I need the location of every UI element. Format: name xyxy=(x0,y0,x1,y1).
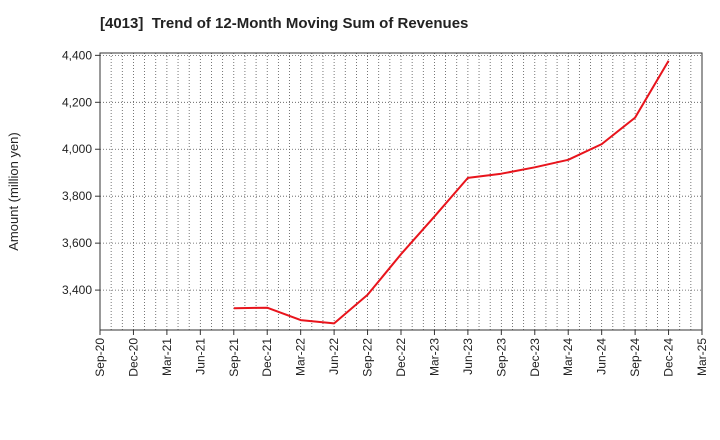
x-tick-label: Sep-24 xyxy=(628,338,642,377)
x-tick-label: Mar-23 xyxy=(427,338,441,376)
x-tick-label: Sep-21 xyxy=(227,338,241,377)
x-tick-label: Dec-24 xyxy=(662,338,676,377)
x-tick-label: Mar-22 xyxy=(294,338,308,376)
x-tick-label: Mar-24 xyxy=(561,338,575,376)
y-tick-label: 3,800 xyxy=(62,189,92,203)
x-tick-label: Dec-20 xyxy=(126,338,140,377)
x-tick-label: Sep-22 xyxy=(361,338,375,377)
series-layer xyxy=(233,60,670,325)
x-tick-label: Jun-24 xyxy=(595,338,609,375)
x-tick-label: Mar-21 xyxy=(160,338,174,376)
y-axis-ticks: 3,400 3,600 3,800 4,000 4,200 4,400 xyxy=(62,48,100,297)
gridlines xyxy=(100,53,702,330)
x-tick-label: Dec-23 xyxy=(528,338,542,377)
y-tick-label: 4,000 xyxy=(62,142,92,156)
x-tick-label: Jun-23 xyxy=(461,338,475,375)
x-tick-label: Sep-23 xyxy=(494,338,508,377)
chart-title: [4013] Trend of 12-Month Moving Sum of R… xyxy=(100,15,469,32)
x-tick-label: Dec-21 xyxy=(260,338,274,377)
x-tick-label: Sep-20 xyxy=(93,338,107,377)
y-axis-label: Amount (million yen) xyxy=(6,132,21,251)
x-tick-label: Jun-21 xyxy=(193,338,207,375)
x-tick-label: Jun-22 xyxy=(327,338,341,375)
x-tick-label: Mar-25 xyxy=(695,338,709,376)
y-tick-label: 3,600 xyxy=(62,236,92,250)
y-tick-label: 4,400 xyxy=(62,48,92,62)
x-tick-label: Dec-22 xyxy=(394,338,408,377)
x-axis-ticks: Sep-20 Dec-20 Mar-21 Jun-21 Sep-21 Dec-21 Mar-… xyxy=(93,330,709,377)
y-tick-label: 3,400 xyxy=(62,283,92,297)
y-tick-label: 4,200 xyxy=(62,95,92,109)
revenue-line xyxy=(233,60,670,325)
